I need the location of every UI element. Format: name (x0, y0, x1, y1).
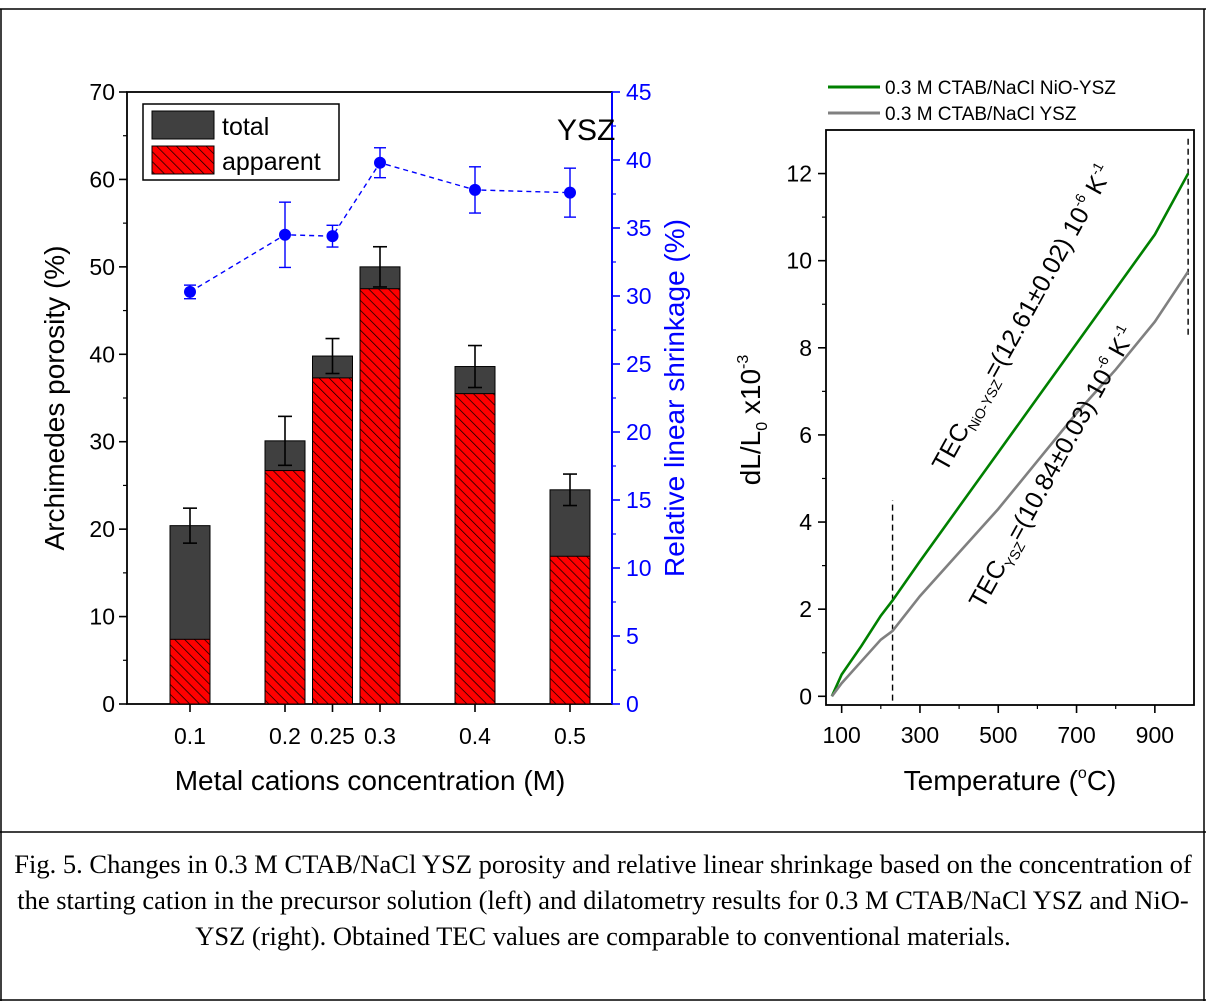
left-chart: 0 10 20 30 40 50 60 70 0 5 10 15 20 25 30 35 40 45 0.1 0.… (39, 79, 690, 796)
legend-apparent-swatch (151, 145, 215, 175)
right-y-tick-label: 2 (799, 596, 812, 622)
legend-ysz-label: 0.3 M CTAB/NaCl YSZ (885, 104, 1077, 125)
tec-nio-ysz-annotation: TECNiO-YSZ=(12.61±0.02) 10-6 K-1 (925, 159, 1121, 477)
right-plot-area (825, 129, 1195, 706)
bar-apparent (549, 555, 591, 705)
left-y2-tick-label: 40 (626, 147, 652, 173)
left-x-axis-label: Metal cations concentration (M) (175, 765, 566, 796)
left-y-tick-label: 30 (89, 429, 115, 455)
legend-total-swatch (151, 110, 215, 140)
left-y2-tick-label: 45 (626, 79, 652, 105)
right-x-tick-label: 100 (822, 722, 860, 748)
left-y-tick-label: 70 (89, 79, 115, 105)
left-legend: total apparent (142, 103, 340, 181)
left-y2-tick-label: 20 (626, 419, 652, 445)
left-x-tick-label: 0.4 (459, 723, 491, 749)
bar-apparent (359, 288, 401, 705)
left-y-axis-label: Archimedes porosity (%) (39, 246, 70, 551)
left-y2-tick-label: 0 (626, 691, 639, 717)
left-chart-title: YSZ (557, 114, 615, 147)
shrinkage-point (326, 230, 339, 243)
shrinkage-point (184, 285, 196, 298)
left-y-tick-label: 0 (102, 691, 115, 717)
shrinkage-point (469, 183, 481, 196)
left-x-tick-label: 0.1 (174, 723, 206, 749)
left-y2-tick-label: 35 (626, 215, 652, 241)
shrinkage-point (564, 186, 576, 199)
bar-apparent (312, 377, 353, 705)
legend-total-label: total (222, 113, 269, 141)
left-y2-tick-label: 5 (626, 623, 639, 649)
right-chart: 0 2 4 6 8 10 12 100 300 500 700 900 0.3 M CTAB/NaC… (735, 78, 1195, 796)
shrinkage-point (279, 228, 291, 241)
left-y-tick-label: 10 (89, 604, 115, 630)
right-y-tick-label: 10 (786, 248, 812, 274)
nio-ysz-curve (830, 172, 1190, 697)
right-y-tick-label: 6 (799, 422, 812, 448)
left-y-tick-label: 60 (89, 166, 115, 192)
bar-apparent (454, 393, 496, 705)
right-x-tick-label: 300 (901, 722, 939, 748)
shrinkage-line (189, 161, 571, 293)
bar-apparent (169, 638, 211, 705)
right-y-tick-label: 12 (786, 161, 812, 187)
right-x-tick-label: 900 (1136, 722, 1174, 748)
right-legend: 0.3 M CTAB/NaCl NiO-YSZ 0.3 M CTAB/NaCl … (828, 78, 1116, 125)
left-x-tick-label: 0.25 (310, 723, 355, 749)
figure-caption: Fig. 5. Changes in 0.3 M CTAB/NaCl YSZ p… (14, 849, 1192, 951)
left-y2-axis-label: Relative linear shrinkage (%) (659, 219, 690, 577)
right-y-tick-label: 8 (799, 335, 812, 361)
legend-nio-ysz-label: 0.3 M CTAB/NaCl NiO-YSZ (885, 78, 1116, 99)
bar-apparent (264, 470, 306, 705)
legend-apparent-label: apparent (222, 148, 321, 176)
right-x-tick-label: 700 (1057, 722, 1095, 748)
right-y-tick-label: 4 (799, 509, 812, 535)
shrinkage-point (374, 156, 386, 169)
left-y-tick-label: 50 (89, 254, 115, 280)
left-y2-tick-label: 25 (626, 351, 652, 377)
left-x-tick-label: 0.5 (554, 723, 586, 749)
ysz-curve (830, 270, 1190, 698)
right-x-tick-label: 500 (979, 722, 1017, 748)
left-x-tick-label: 0.2 (269, 723, 301, 749)
right-y-axis-label: dL/L0 x10-3 (735, 355, 771, 486)
left-y2-tick-label: 30 (626, 283, 652, 309)
right-x-axis-label: Temperature (oC) (904, 765, 1117, 796)
left-y-tick-label: 40 (89, 341, 115, 367)
left-y-tick-label: 20 (89, 516, 115, 542)
left-y2-tick-label: 15 (626, 487, 652, 513)
right-y-tick-label: 0 (799, 683, 812, 709)
left-x-tick-label: 0.3 (364, 723, 396, 749)
left-y2-tick-label: 10 (626, 555, 652, 581)
